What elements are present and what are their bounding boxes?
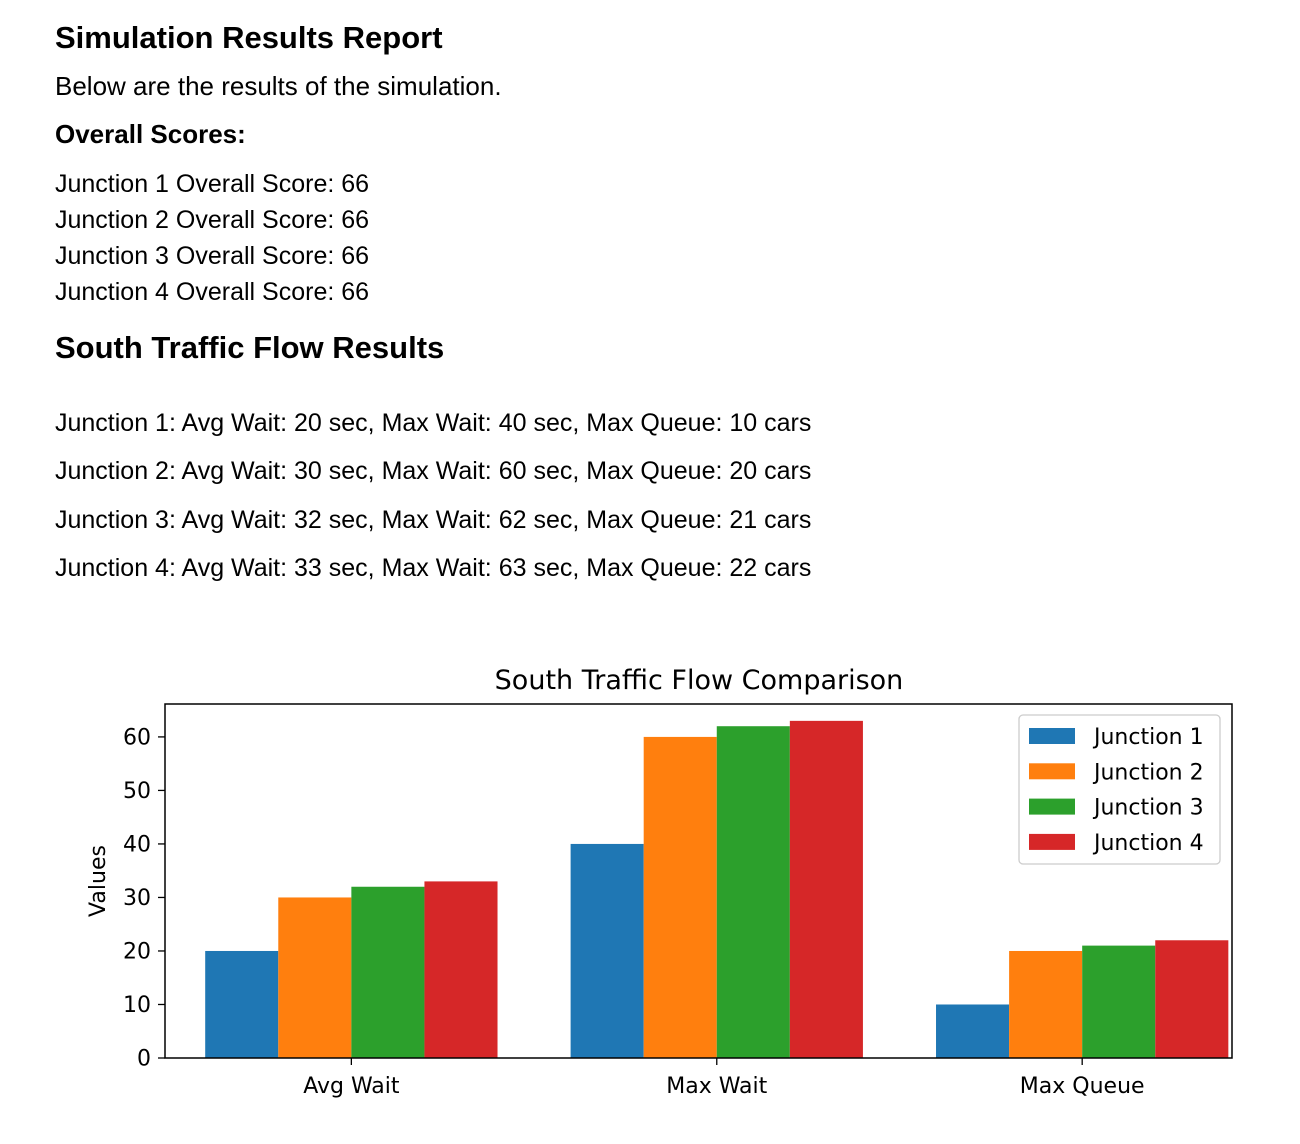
chart-legend: Junction 1 Junction 2 Junction 3 Junction 4: [1018, 714, 1221, 865]
overall-score-item: Junction 3 Overall Score: 66: [55, 242, 370, 270]
bar-junction-4-avg-wait: [424, 881, 498, 1058]
bar-junction-1-max-queue: [936, 1004, 1010, 1058]
legend-label: Junction 2: [1092, 760, 1204, 785]
overall-scores-heading: Overall Scores:: [55, 119, 246, 149]
y-tick-label: 10: [123, 993, 151, 1018]
flow-result-item: Junction 1: Avg Wait: 20 sec, Max Wait: …: [55, 409, 812, 437]
flow-results-list: Junction 1: Avg Wait: 20 sec, Max Wait: …: [55, 404, 811, 597]
report-intro: Below are the results of the simulation.: [55, 71, 502, 101]
bar-junction-3-avg-wait: [351, 886, 425, 1058]
bar-junction-1-max-wait: [570, 843, 644, 1058]
chart-title: South Traffic Flow Comparison: [495, 665, 904, 696]
overall-score-item: Junction 4 Overall Score: 66: [55, 278, 370, 306]
y-tick-label: 60: [123, 725, 151, 750]
overall-scores-list: Junction 1 Overall Score: 66 Junction 2 …: [55, 166, 369, 310]
bar-junction-1-avg-wait: [205, 950, 279, 1058]
x-tick-label: Avg Wait: [303, 1074, 400, 1099]
flow-result-item: Junction 2: Avg Wait: 30 sec, Max Wait: …: [55, 457, 812, 486]
overall-score-item: Junction 2 Overall Score: 66: [55, 206, 370, 234]
flow-result-item: Junction 3: Avg Wait: 32 sec, Max Wait: …: [55, 505, 812, 534]
y-tick-label: 40: [123, 832, 151, 857]
y-tick-label: 50: [123, 779, 151, 804]
bar-junction-2-max-wait: [643, 736, 717, 1058]
bar-junction-2-max-queue: [1009, 950, 1083, 1058]
bar-junction-4-max-wait: [789, 720, 863, 1058]
y-tick-label: 20: [123, 939, 151, 964]
bar-junction-4-max-queue: [1155, 940, 1229, 1058]
plot-frame: [164, 703, 1233, 1059]
axes-layer: 0 10 20 30 40 50 60 Avg Wait Max Wait Max Queue: [123, 703, 1233, 1099]
y-axis-label: Values: [86, 845, 111, 917]
legend-frame: [1018, 714, 1221, 865]
bars-layer: [205, 720, 1229, 1058]
bar-junction-3-max-wait: [716, 726, 790, 1058]
flow-results-heading: South Traffic Flow Results: [55, 330, 445, 365]
legend-swatch: [1029, 763, 1075, 780]
report-title: Simulation Results Report: [55, 20, 443, 55]
overall-score-item: Junction 1 Overall Score: 66: [55, 170, 370, 198]
bar-junction-3-max-queue: [1082, 945, 1156, 1058]
x-tick-label: Max Queue: [1020, 1074, 1145, 1099]
x-tick-label: Max Wait: [666, 1074, 767, 1099]
legend-label: Junction 1: [1092, 725, 1204, 750]
legend-swatch: [1029, 728, 1075, 744]
flow-result-item: Junction 4: Avg Wait: 33 sec, Max Wait: …: [55, 553, 812, 582]
y-tick-label: 0: [137, 1047, 151, 1072]
legend-label: Junction 4: [1092, 831, 1204, 856]
y-tick-label: 30: [123, 886, 151, 911]
legend-swatch: [1029, 798, 1075, 815]
legend-label: Junction 3: [1092, 796, 1204, 821]
bar-junction-2-avg-wait: [278, 897, 352, 1058]
legend-swatch: [1029, 833, 1075, 850]
